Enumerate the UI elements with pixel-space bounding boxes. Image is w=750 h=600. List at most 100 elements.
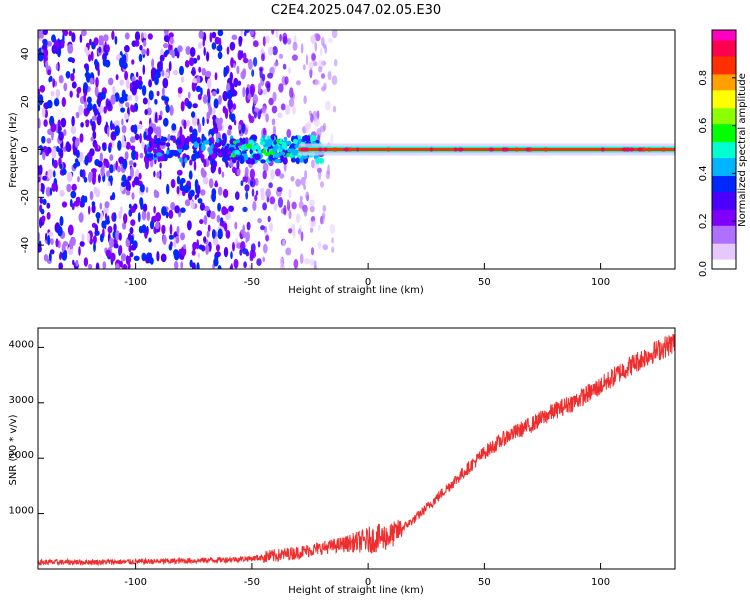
heatmap-cell	[218, 166, 222, 175]
heatmap-cell	[90, 51, 94, 61]
heatmap-cell	[154, 112, 158, 123]
heatmap-cell	[56, 145, 60, 153]
heatmap-cell	[332, 105, 337, 113]
heatmap-cell	[167, 133, 171, 142]
colorbar-step	[712, 225, 736, 228]
colorbar-step	[712, 103, 736, 107]
heatmap-cell	[314, 79, 321, 86]
heatmap-cell	[303, 184, 306, 190]
heatmap-cell	[259, 67, 263, 79]
heatmap-cell	[75, 137, 80, 147]
heatmap-cell	[85, 109, 89, 115]
heatmap-cell	[98, 46, 102, 53]
heatmap-cell	[141, 48, 147, 55]
heatmap-cell	[177, 87, 183, 94]
heatmap-cell	[60, 40, 65, 49]
heatmap-cell	[209, 32, 213, 43]
heatmap-cell	[141, 224, 147, 234]
heatmap-cell	[331, 147, 339, 152]
heatmap-cell	[314, 117, 320, 127]
heatmap-cell	[197, 123, 202, 133]
heatmap-cell	[257, 218, 262, 224]
snr-x-label: Height of straight line (km)	[288, 585, 424, 596]
heatmap-cell	[300, 231, 304, 242]
heatmap-cell	[154, 190, 160, 199]
heatmap-cell	[244, 30, 250, 34]
heatmap-cell	[265, 234, 270, 242]
x-tick-label: -50	[244, 577, 260, 588]
colorbar-step	[712, 201, 736, 204]
heatmap-cell	[156, 171, 161, 179]
heatmap-cell	[189, 47, 196, 57]
heatmap-cell	[50, 238, 54, 246]
heatmap-cell	[98, 35, 104, 46]
heatmap-cell	[88, 205, 91, 215]
heatmap-cell	[254, 194, 258, 202]
heatmap-cell	[268, 46, 274, 56]
heatmap-cell	[180, 207, 186, 213]
heatmap-cell	[133, 255, 140, 261]
heatmap-cell	[214, 72, 218, 81]
colorbar-step	[712, 179, 736, 182]
heatmap-cell	[211, 42, 217, 50]
colorbar-step	[712, 125, 736, 129]
heatmap-cell	[249, 83, 256, 95]
heatmap-cell	[248, 264, 252, 269]
heatmap-cell	[293, 258, 299, 269]
heatmap-cell	[320, 73, 326, 79]
heatmap-cell	[196, 54, 201, 61]
heatmap-cell	[165, 142, 171, 148]
heatmap-cell	[188, 91, 191, 99]
heatmap-cell	[319, 157, 324, 164]
heatmap-cell	[110, 120, 113, 131]
snr-x-ticks: -100 -50 0 50 100	[124, 563, 610, 588]
figure-title: C2E4.2025.047.02.05.E30	[271, 3, 441, 18]
heatmap-cell	[310, 247, 315, 256]
colorbar-step	[712, 53, 736, 57]
heatmap-cell	[175, 235, 180, 244]
heatmap-cell	[145, 134, 151, 141]
colorbar-step	[712, 123, 736, 127]
heatmap-cell	[107, 102, 111, 110]
heatmap-cell	[99, 152, 104, 162]
colorbar-step	[712, 173, 736, 176]
heatmap-cell	[203, 46, 206, 56]
heatmap-cell	[222, 90, 228, 102]
heatmap-cell	[84, 195, 88, 203]
heatmap-cell	[331, 30, 338, 39]
heatmap-cell	[221, 139, 226, 147]
heatmap-cell	[202, 116, 205, 127]
heatmap-cell	[104, 212, 108, 220]
heatmap-cell	[488, 147, 494, 152]
spectrogram-heatmap	[38, 30, 675, 269]
heatmap-cell	[133, 176, 140, 186]
heatmap-cell	[277, 112, 283, 119]
heatmap-cell	[225, 230, 231, 239]
heatmap-cell	[99, 91, 106, 100]
heatmap-cell	[162, 77, 169, 89]
colorbar-step	[712, 191, 736, 194]
heatmap-cell	[312, 61, 318, 67]
heatmap-cell	[59, 163, 63, 170]
heatmap-cell	[134, 79, 140, 90]
x-tick-label: 100	[591, 577, 610, 588]
heatmap-cell	[38, 245, 42, 253]
heatmap-cell	[133, 124, 138, 135]
colorbar-step	[712, 241, 736, 244]
heatmap-cell	[242, 86, 246, 98]
heatmap-cell	[126, 255, 132, 264]
heatmap-cell	[277, 197, 284, 208]
heatmap-cell	[169, 105, 174, 116]
heatmap-cell	[331, 75, 338, 86]
colorbar-step	[712, 119, 736, 123]
heatmap-cell	[94, 142, 99, 152]
heatmap-cell	[187, 220, 192, 231]
colorbar-step	[712, 217, 736, 220]
heatmap-cell	[51, 147, 57, 159]
heatmap-cell	[96, 212, 100, 224]
heatmap-cell	[206, 111, 211, 120]
heatmap-cell	[211, 153, 217, 160]
colorbar-step	[712, 229, 736, 232]
colorbar-step	[712, 227, 736, 230]
heatmap-cell	[291, 54, 298, 61]
